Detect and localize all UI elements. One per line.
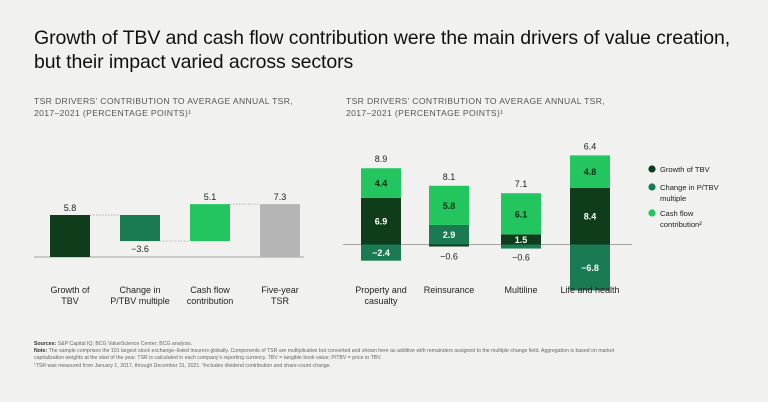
stacked-negative-label-2-pb_change: −0.6 (512, 253, 530, 263)
waterfall-bar-0 (50, 215, 90, 257)
stacked-negative-label-0-pb_change: −2.4 (372, 248, 390, 258)
waterfall-category-label-1-1: P/TBV multiple (110, 296, 170, 306)
stacked-negative-segment-0-pb_change (361, 244, 401, 261)
waterfall-category-label-2-1: contribution (187, 296, 234, 306)
stacked-category-label-0-0: Property and (355, 285, 407, 295)
legend-swatch-cash_flow (648, 209, 656, 217)
stacked-segment-label-1-cash_flow: 5.8 (443, 201, 456, 211)
stacked-negative-segment-3-pb_change (570, 244, 610, 291)
waterfall-value-label-0: 5.8 (64, 203, 77, 213)
sources-text: S&P Capital IQ; BCG ValueScience Center;… (57, 341, 193, 347)
stacked-category-label-2-0: Multiline (504, 285, 537, 295)
waterfall-category-label-3-0: Five-year (261, 285, 299, 295)
stacked-total-label-3: 6.4 (584, 141, 597, 151)
stacked-segment-label-0-growth_tbv: 6.9 (375, 217, 388, 227)
stacked-category-label-1-0: Reinsurance (424, 285, 475, 295)
legend-swatch-pb_change (648, 183, 656, 191)
right-subtitle-line-1: TSR DRIVERS’ CONTRIBUTION TO AVERAGE ANN… (346, 96, 606, 106)
legend-label-growth_tbv-0: Growth of TBV (660, 165, 711, 174)
stacked-negative-segment-2-pb_change (501, 244, 541, 249)
waterfall-value-label-2: 5.1 (204, 192, 217, 202)
title-line-1: Growth of TBV and cash flow contribution… (34, 27, 731, 49)
right-chart-subtitle: TSR DRIVERS’ CONTRIBUTION TO AVERAGE ANN… (346, 96, 605, 119)
waterfall-value-label-3: 7.3 (274, 192, 287, 202)
waterfall-category-label-0-0: Growth of (50, 285, 90, 295)
sources-line: Sources: S&P Capital IQ; BCG ValueScienc… (34, 341, 734, 348)
stacked-segment-label-2-growth_tbv: 1.5 (515, 235, 528, 245)
left-subtitle-line-1: TSR DRIVERS’ CONTRIBUTION TO AVERAGE ANN… (34, 96, 294, 106)
waterfall-category-label-3-1: TSR (271, 296, 290, 306)
stacked-segment-0-cash_flow (361, 168, 401, 198)
left-chart-subtitle: TSR DRIVERS’ CONTRIBUTION TO AVERAGE ANN… (34, 96, 293, 119)
footnote-line: ¹TSR was measured from January 1, 2017, … (34, 362, 332, 369)
note-line-2: capitalization weights at the start of t… (34, 355, 382, 362)
stacked-category-label-3-0: Life and health (560, 285, 619, 295)
left-subtitle-line-2: 2017–2021 (PERCENTAGE POINTS)¹ (34, 107, 192, 118)
waterfall-value-label-1: −3.6 (131, 244, 149, 254)
right-subtitle-line-2: 2017–2021 (PERCENTAGE POINTS)¹ (346, 107, 504, 118)
note-line-1: Note: The sample comprises the 101 large… (34, 348, 734, 355)
stacked-segment-0-growth_tbv (361, 197, 401, 245)
stacked-segment-label-1-pb_change: 2.9 (443, 230, 456, 240)
page-title: Growth of TBV and cash flow contribution… (34, 26, 754, 74)
stacked-segment-2-cash_flow (501, 193, 541, 235)
stacked-negative-label-1: −0.6 (440, 252, 458, 262)
stacked-segment-1-pb_change (429, 224, 469, 245)
stacked-negative-segment-1-growth_tbv (429, 244, 469, 247)
stacked-total-label-0: 8.9 (375, 154, 388, 164)
stacked-segment-1-cash_flow (429, 185, 469, 225)
waterfall-category-label-1-0: Change in (119, 285, 160, 295)
stacked-segment-label-3-growth_tbv: 8.4 (584, 212, 597, 222)
waterfall-category-label-0-1: TBV (61, 296, 79, 306)
legend-swatch-growth_tbv (648, 165, 656, 173)
note-text-1: The sample comprises the 101 largest sto… (48, 348, 615, 355)
waterfall-bar-1 (120, 215, 160, 242)
note-label: Note: (34, 348, 48, 355)
waterfall-bar-2 (190, 204, 230, 242)
stacked-total-label-2: 7.1 (515, 179, 528, 189)
stacked-segment-2-growth_tbv (501, 234, 541, 245)
waterfall-bar-3 (260, 204, 300, 257)
legend-label-cash_flow-0: Cash flow (660, 209, 694, 218)
sources-label: Sources: (34, 341, 57, 347)
stacked-negative-label-3-pb_change: −6.8 (581, 263, 599, 273)
stacked-total-label-1: 8.1 (443, 172, 456, 182)
stacked-segment-3-growth_tbv (570, 187, 610, 245)
title-line-2: but their impact varied across sectors (34, 51, 354, 73)
stacked-segment-label-2-cash_flow: 6.1 (515, 209, 528, 219)
legend-label-cash_flow-1: contribution² (660, 220, 702, 229)
waterfall-category-label-2-0: Cash flow (190, 285, 230, 295)
legend-label-pb_change-0: Change in P/TBV (660, 183, 720, 192)
footer-notes: Sources: S&P Capital IQ; BCG ValueScienc… (34, 341, 734, 370)
stacked-segment-label-3-cash_flow: 4.8 (584, 167, 597, 177)
stacked-segment-3-cash_flow (570, 155, 610, 188)
stacked-category-label-0-1: casualty (364, 296, 398, 306)
legend-label-pb_change-1: multiple (660, 194, 686, 203)
stacked-segment-label-0-cash_flow: 4.4 (375, 179, 388, 189)
